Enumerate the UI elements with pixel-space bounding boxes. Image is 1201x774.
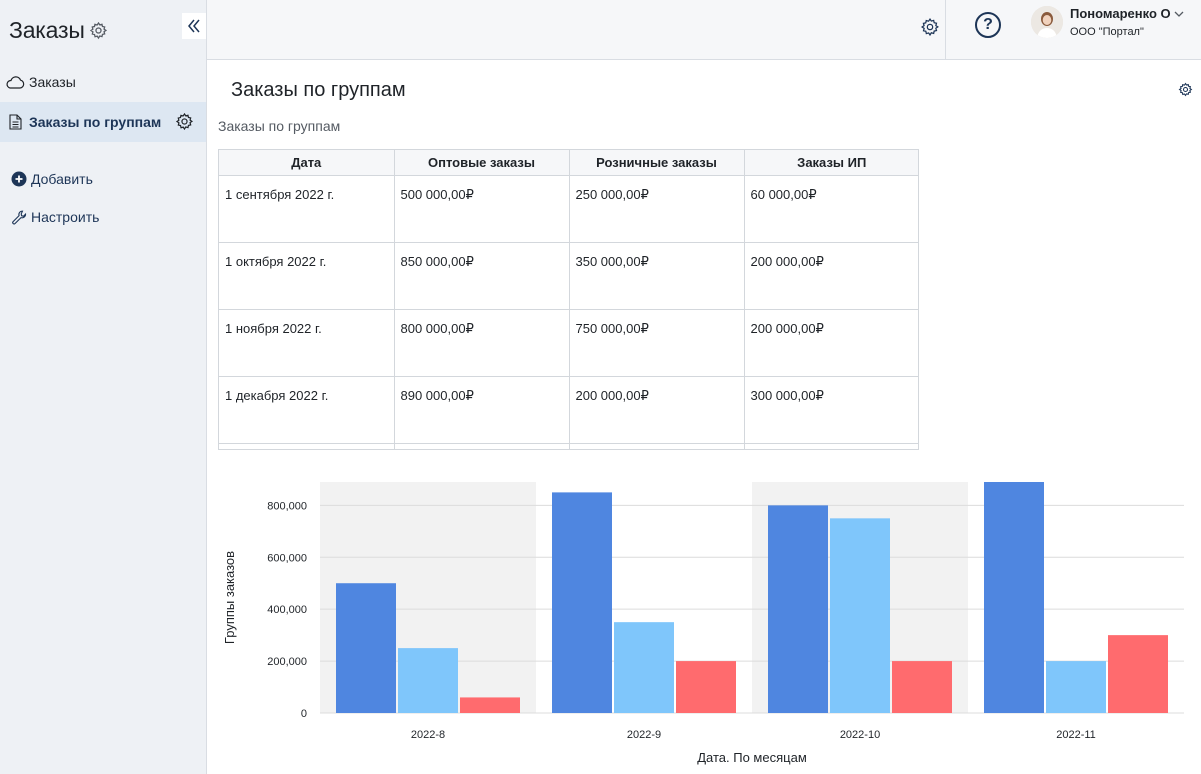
table-row[interactable]: 1 декабря 2022 г. 890 000,00₽ 200 000,00…	[219, 376, 918, 444]
bar[interactable]	[552, 492, 612, 713]
bar[interactable]	[398, 648, 458, 713]
sidebar-actions: Добавить Настроить	[0, 160, 206, 236]
configure-button[interactable]: Настроить	[0, 198, 206, 236]
app-title: Заказы	[9, 16, 85, 43]
x-tick-label: 2022-9	[627, 729, 661, 741]
table-cell	[744, 443, 918, 449]
bar[interactable]	[768, 505, 828, 713]
table-cell: 350 000,00₽	[569, 242, 745, 310]
double-chevron-left-icon	[188, 19, 200, 33]
table-cell: 200 000,00₽	[744, 309, 918, 377]
table-cell: 1 октября 2022 г.	[219, 242, 395, 310]
column-header-ip[interactable]: Заказы ИП	[744, 150, 918, 176]
avatar	[1031, 6, 1063, 38]
add-button-label: Добавить	[31, 171, 93, 187]
table-cell: 300 000,00₽	[744, 376, 918, 444]
bar[interactable]	[460, 697, 520, 713]
main-content: Заказы по группам Заказы по группам Дата…	[207, 61, 1201, 774]
x-tick-label: 2022-11	[1056, 729, 1096, 741]
table-row[interactable]: 1 октября 2022 г. 850 000,00₽ 350 000,00…	[219, 242, 918, 310]
sidebar-item-orders-by-groups[interactable]: Заказы по группам	[0, 102, 206, 142]
sidebar-nav: Заказы Заказы по группам	[0, 62, 206, 142]
user-name: Пономаренко О	[1070, 6, 1171, 21]
bar[interactable]	[1108, 635, 1168, 713]
app-settings-gear-icon[interactable]	[89, 20, 109, 40]
widget-title: Заказы по группам	[218, 118, 341, 134]
table-row-empty	[219, 443, 918, 449]
table-cell: 200 000,00₽	[569, 376, 745, 444]
table-cell: 850 000,00₽	[394, 242, 570, 310]
add-button[interactable]: Добавить	[0, 160, 206, 198]
bar[interactable]	[614, 622, 674, 713]
widget-settings-gear-icon[interactable]	[1178, 82, 1194, 98]
help-button[interactable]: ?	[975, 12, 1001, 38]
header-divider	[945, 0, 946, 60]
x-tick-label: 2022-10	[840, 729, 880, 741]
table-row[interactable]: 1 сентября 2022 г. 500 000,00₽ 250 000,0…	[219, 175, 918, 243]
sidebar: Заказы Заказы Заказы по группам	[0, 0, 207, 774]
table-row[interactable]: 1 ноября 2022 г. 800 000,00₽ 750 000,00₽…	[219, 309, 918, 377]
table-cell: 500 000,00₽	[394, 175, 570, 243]
sidebar-item-label: Заказы	[29, 74, 76, 90]
x-tick-label: 2022-8	[411, 729, 445, 741]
chart-svg: 0 200,000 400,000 600,000 800,000 2022-8 2022-…	[222, 482, 1184, 765]
y-axis-label: Группы заказов	[222, 551, 237, 644]
table-cell: 750 000,00₽	[569, 309, 745, 377]
configure-button-label: Настроить	[31, 209, 100, 225]
table-cell: 800 000,00₽	[394, 309, 570, 377]
bar[interactable]	[830, 518, 890, 713]
sidebar-item-orders[interactable]: Заказы	[0, 62, 206, 102]
table-cell: 1 декабря 2022 г.	[219, 376, 395, 444]
collapse-sidebar-button[interactable]	[182, 13, 206, 39]
plus-circle-icon	[10, 170, 28, 188]
orders-bar-chart: 0 200,000 400,000 600,000 800,000 2022-8 2022-…	[207, 469, 1201, 774]
top-bar: ? Пономаренко О ООО "Портал"	[207, 0, 1201, 60]
header-settings-gear-icon[interactable]	[920, 17, 940, 37]
table-cell: 60 000,00₽	[744, 175, 918, 243]
table-cell: 200 000,00₽	[744, 242, 918, 310]
y-tick-label: 400,000	[267, 604, 307, 616]
page-title: Заказы по группам	[231, 79, 406, 101]
bar[interactable]	[984, 482, 1044, 713]
wrench-icon	[10, 208, 28, 226]
column-header-date[interactable]: Дата	[219, 150, 395, 176]
table-cell: 250 000,00₽	[569, 175, 745, 243]
help-icon: ?	[983, 16, 993, 33]
table-cell: 1 ноября 2022 г.	[219, 309, 395, 377]
column-header-wholesale[interactable]: Оптовые заказы	[394, 150, 570, 176]
table-cell: 890 000,00₽	[394, 376, 570, 444]
table-cell	[569, 443, 745, 449]
sidebar-header: Заказы	[0, 0, 206, 60]
table-cell: 1 сентября 2022 г.	[219, 175, 395, 243]
column-header-retail[interactable]: Розничные заказы	[569, 150, 745, 176]
bar[interactable]	[676, 661, 736, 713]
bar[interactable]	[336, 583, 396, 713]
bar[interactable]	[1046, 661, 1106, 713]
user-organization: ООО "Портал"	[1070, 26, 1144, 38]
chevron-down-icon	[1174, 11, 1184, 17]
bar[interactable]	[892, 661, 952, 713]
y-tick-label: 0	[301, 708, 307, 720]
page-settings-gear-icon[interactable]	[175, 112, 194, 134]
y-tick-label: 800,000	[267, 500, 307, 512]
table-cell	[219, 443, 395, 449]
x-axis-label: Дата. По месяцам	[697, 750, 807, 765]
table-cell	[394, 443, 570, 449]
y-tick-label: 600,000	[267, 552, 307, 564]
y-tick-label: 200,000	[267, 656, 307, 668]
cloud-icon	[4, 72, 26, 92]
sidebar-item-label: Заказы по группам	[29, 114, 162, 130]
orders-table: Дата Оптовые заказы Розничные заказы Зак…	[218, 149, 919, 450]
document-icon	[4, 112, 26, 132]
user-menu[interactable]: Пономаренко О ООО "Портал"	[1031, 6, 1184, 38]
table-header-row: Дата Оптовые заказы Розничные заказы Зак…	[219, 150, 918, 176]
